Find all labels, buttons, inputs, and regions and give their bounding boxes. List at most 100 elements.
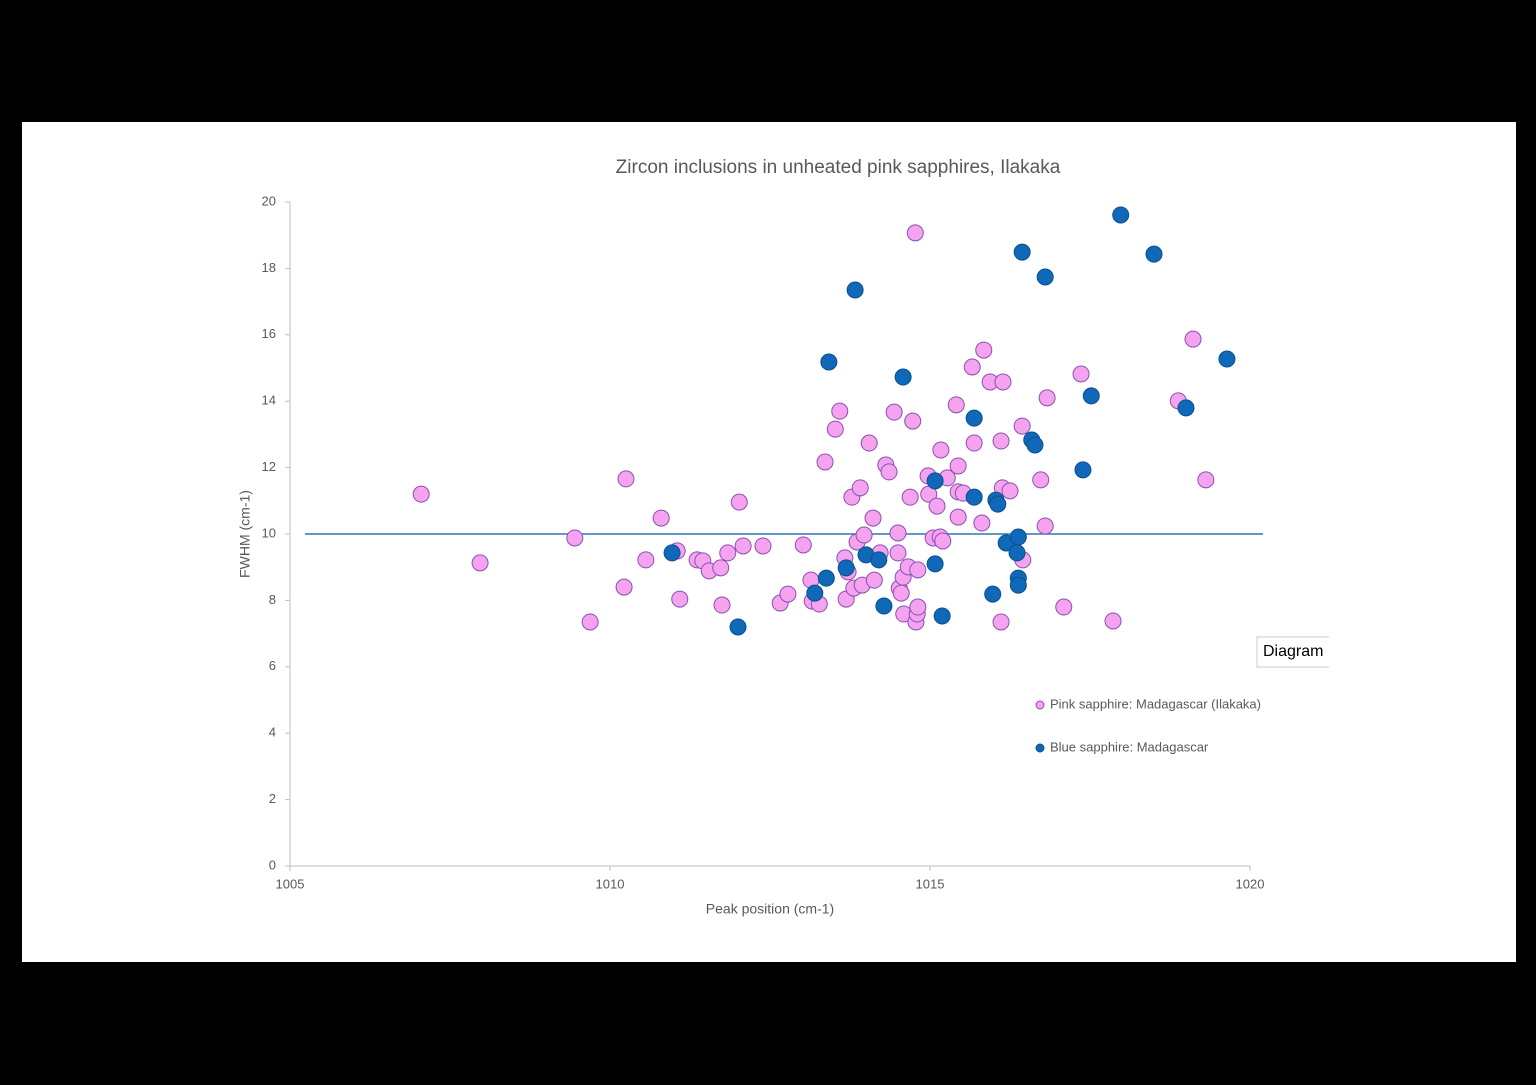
point <box>1104 612 1122 630</box>
point <box>870 551 888 569</box>
point <box>729 618 747 636</box>
point <box>1184 330 1202 348</box>
point <box>1036 517 1054 535</box>
point <box>1072 365 1090 383</box>
point <box>949 508 967 526</box>
point <box>892 584 910 602</box>
point <box>837 559 855 577</box>
point <box>1177 399 1195 417</box>
y-tick-label: 2 <box>269 791 276 806</box>
point <box>864 509 882 527</box>
point <box>1038 389 1056 407</box>
point <box>1009 528 1027 546</box>
legend-marker <box>1035 743 1045 753</box>
point <box>963 358 981 376</box>
y-tick-label: 18 <box>262 260 276 275</box>
point <box>1082 387 1100 405</box>
y-tick-label: 20 <box>262 193 276 208</box>
point <box>471 554 489 572</box>
point <box>934 532 952 550</box>
point <box>663 544 681 562</box>
point <box>1009 576 1027 594</box>
legend-label: Blue sapphire: Madagascar <box>1050 739 1209 754</box>
x-tick-label: 1005 <box>276 876 305 891</box>
point <box>1013 417 1031 435</box>
point <box>926 555 944 573</box>
point <box>984 585 1002 603</box>
point <box>894 368 912 386</box>
point <box>889 524 907 542</box>
point <box>846 281 864 299</box>
point <box>826 420 844 438</box>
y-tick-label: 14 <box>262 393 276 408</box>
point <box>1145 245 1163 263</box>
popup-clip <box>1329 630 1339 674</box>
popup-box <box>1256 636 1338 668</box>
point <box>1013 243 1031 261</box>
y-tick-label: 12 <box>262 459 276 474</box>
point <box>860 434 878 452</box>
point <box>973 514 991 532</box>
point <box>754 537 772 555</box>
point <box>909 598 927 616</box>
point <box>817 569 835 587</box>
point <box>730 493 748 511</box>
x-tick-label: 1010 <box>596 876 625 891</box>
popup-label: Diagram <box>1263 643 1323 660</box>
y-tick-label: 4 <box>269 725 276 740</box>
point <box>816 453 834 471</box>
point <box>933 607 951 625</box>
point <box>901 488 919 506</box>
point <box>1026 436 1044 454</box>
y-tick-label: 8 <box>269 592 276 607</box>
point <box>906 224 924 242</box>
legend-label: Pink sapphire: Madagascar (Ilakaka) <box>1050 696 1261 711</box>
point <box>617 470 635 488</box>
y-axis-label: FWHM (cm-1) <box>237 490 253 578</box>
point <box>652 509 670 527</box>
point <box>1008 544 1026 562</box>
point <box>1001 482 1019 500</box>
point <box>851 479 869 497</box>
point <box>671 590 689 608</box>
point <box>865 571 883 589</box>
point <box>965 409 983 427</box>
point <box>875 597 893 615</box>
point <box>1197 471 1215 489</box>
legend-marker <box>1035 700 1045 710</box>
point <box>889 544 907 562</box>
point <box>719 544 737 562</box>
point <box>831 402 849 420</box>
point <box>713 596 731 614</box>
y-tick-label: 6 <box>269 658 276 673</box>
point <box>1032 471 1050 489</box>
point <box>947 396 965 414</box>
point <box>1036 268 1054 286</box>
chart-title: Zircon inclusions in unheated pink sapph… <box>616 157 1061 178</box>
point <box>806 584 824 602</box>
point <box>1055 598 1073 616</box>
point <box>932 441 950 459</box>
point <box>581 613 599 631</box>
point <box>566 529 584 547</box>
y-tick-label: 10 <box>262 525 276 540</box>
point <box>904 412 922 430</box>
point <box>1218 350 1236 368</box>
point <box>965 488 983 506</box>
x-axis-label: Peak position (cm-1) <box>706 901 834 917</box>
point <box>855 526 873 544</box>
point <box>1112 206 1130 224</box>
point <box>615 578 633 596</box>
point <box>926 472 944 490</box>
point <box>992 613 1010 631</box>
point <box>880 463 898 481</box>
point <box>794 536 812 554</box>
point <box>989 495 1007 513</box>
point <box>992 432 1010 450</box>
point <box>779 585 797 603</box>
x-tick-label: 1020 <box>1236 876 1265 891</box>
point <box>885 403 903 421</box>
point <box>412 485 430 503</box>
